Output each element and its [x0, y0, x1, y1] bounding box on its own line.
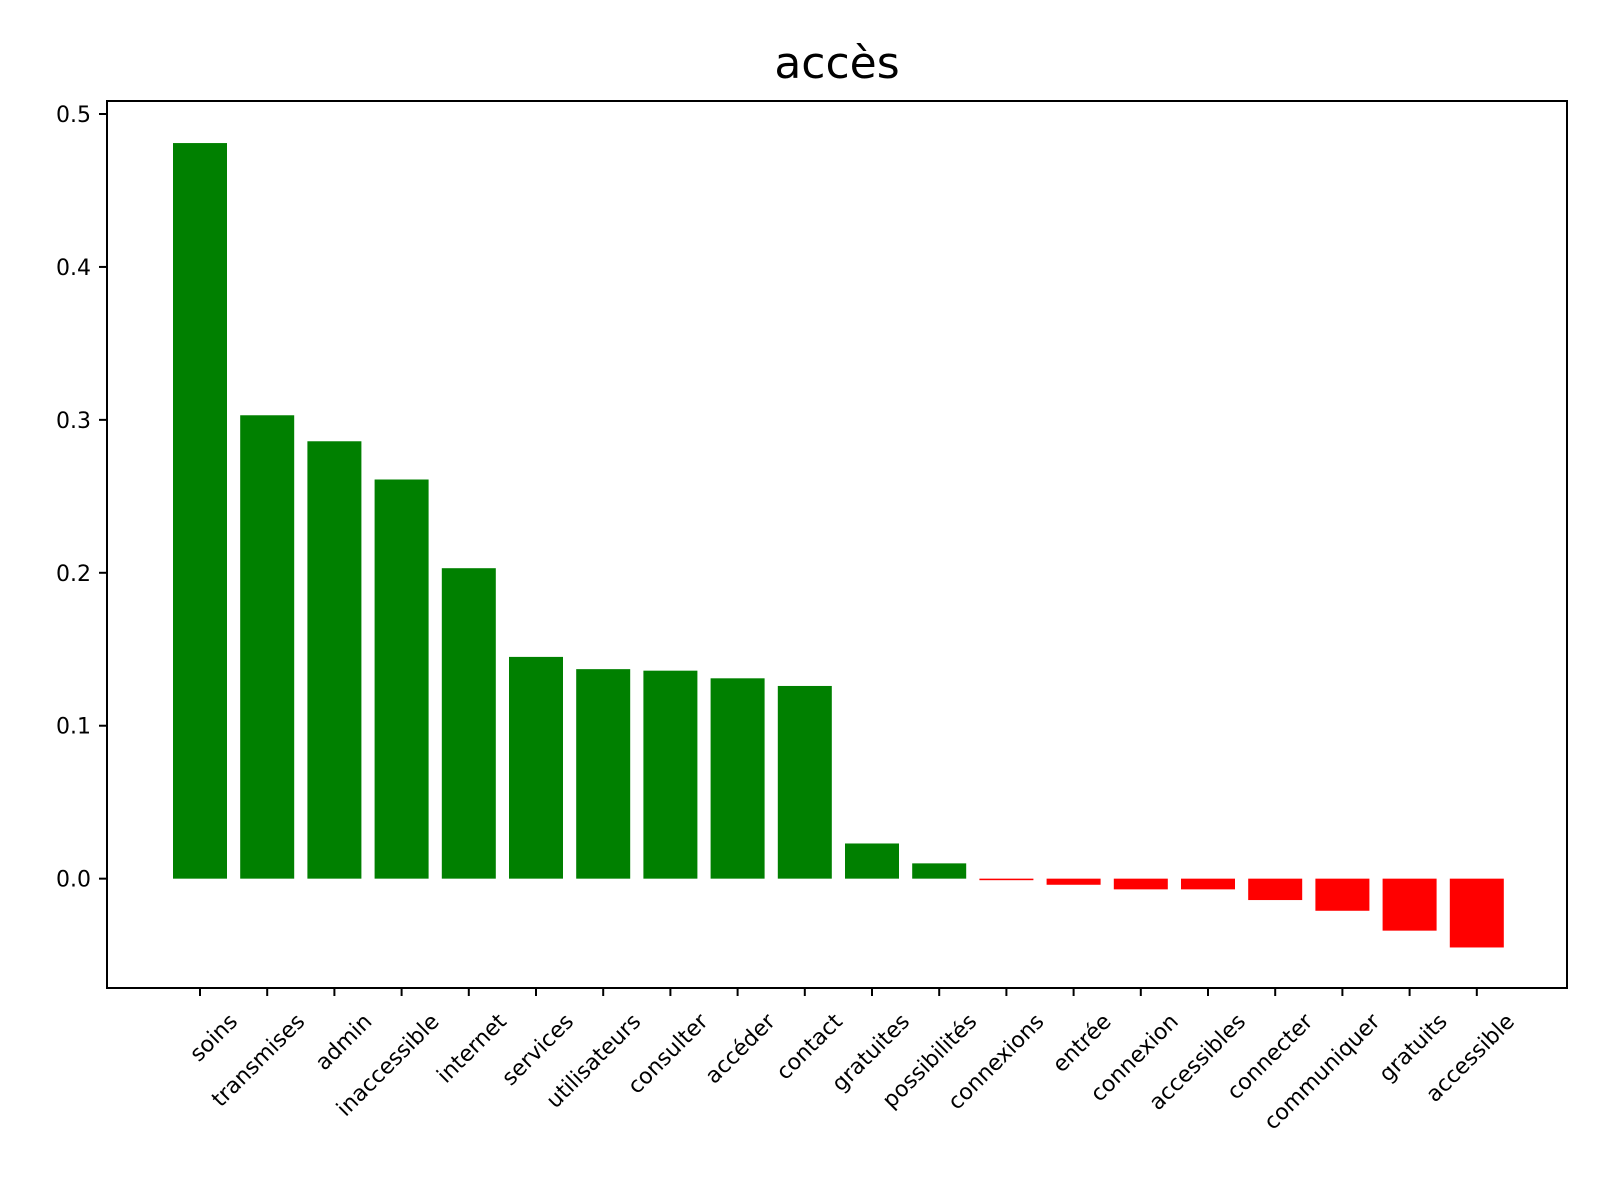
bar-soins — [173, 143, 227, 879]
bar-inaccessible — [374, 479, 429, 879]
bar-entrée — [1046, 878, 1101, 885]
plot-frame — [106, 100, 1568, 989]
bar-admin — [307, 441, 362, 879]
bar-utilisateurs — [576, 669, 631, 879]
bar-gratuits — [1382, 878, 1437, 931]
bar-gratuites — [845, 843, 899, 879]
y-tick-label: 0.2 — [56, 562, 91, 587]
bar-connexions — [979, 878, 1034, 881]
y-tick-label: 0.4 — [56, 256, 91, 281]
y-axis: 0.0 0.1 0.2 0.3 0.4 0.5 — [56, 103, 107, 893]
bar-accessible — [1449, 878, 1504, 948]
bar-connecter — [1248, 878, 1303, 901]
y-tick-label: 0.5 — [56, 103, 91, 128]
bar-contact — [777, 685, 832, 879]
bar-accéder — [710, 678, 765, 879]
bar-transmises — [240, 415, 295, 879]
bars-group — [173, 143, 1504, 948]
y-tick-label: 0.0 — [56, 868, 91, 893]
bar-consulter — [643, 670, 698, 879]
y-tick-label: 0.3 — [56, 409, 91, 434]
chart-title: accès — [774, 38, 899, 89]
y-tick-label: 0.1 — [56, 715, 91, 740]
bar-internet — [441, 568, 496, 879]
bar-services — [509, 656, 563, 879]
bar-accessibles — [1181, 878, 1235, 890]
bar-connexion — [1113, 878, 1168, 890]
bar-possibilités — [912, 863, 967, 879]
bar-communiquer — [1315, 878, 1370, 911]
